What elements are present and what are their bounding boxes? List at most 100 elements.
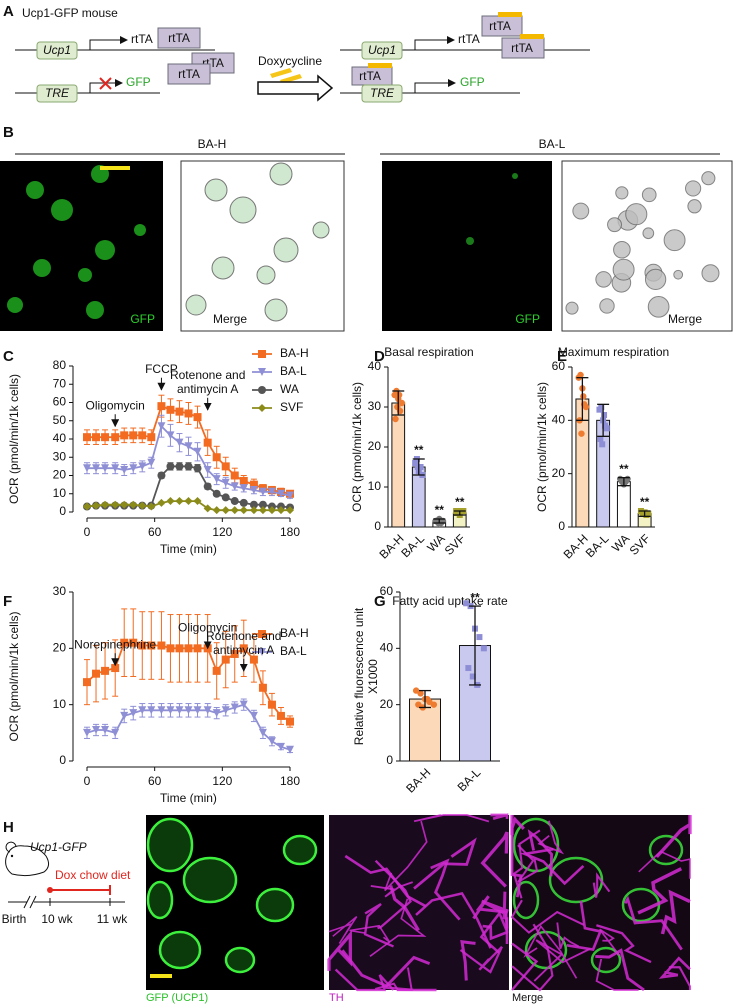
panel-h: Ucp1-GFP Dox chow diet Birth 10 wk 11 wk… xyxy=(2,813,692,1004)
data-point xyxy=(480,645,487,652)
cell-outline xyxy=(512,880,540,920)
gene-label: Ucp1 xyxy=(368,43,396,57)
nerve-fiber xyxy=(566,900,603,951)
cell xyxy=(78,268,92,282)
marker xyxy=(184,706,193,715)
marker xyxy=(267,506,276,515)
marker xyxy=(147,458,156,467)
marker xyxy=(111,664,120,673)
x-tick-label: 60 xyxy=(148,774,162,788)
y-tick-label: 80 xyxy=(53,358,67,372)
cell xyxy=(134,224,146,236)
legend-label: BA-L xyxy=(280,644,307,658)
annotation-label: Rotenone and xyxy=(170,368,245,382)
y-tick-label: 70 xyxy=(53,376,67,390)
marker xyxy=(157,641,166,650)
nerve-fiber xyxy=(460,939,476,981)
y-tick-label: 10 xyxy=(368,479,382,493)
nerve-fiber xyxy=(413,837,477,890)
marker xyxy=(120,466,129,475)
marker xyxy=(239,484,248,493)
dox-bound xyxy=(368,63,392,68)
marker xyxy=(249,655,258,664)
cell xyxy=(612,258,635,281)
rtta-label: rtTA xyxy=(131,32,153,46)
channel-label: GFP xyxy=(515,312,540,326)
marker xyxy=(157,498,166,507)
data-point xyxy=(469,673,476,680)
data-point xyxy=(398,399,406,407)
nerve-fiber xyxy=(511,923,554,992)
nerve-fiber xyxy=(537,820,565,855)
cell xyxy=(256,265,276,285)
panel-label: B xyxy=(3,124,14,141)
data-point xyxy=(601,412,608,418)
tre-label: TRE xyxy=(370,86,395,100)
marker xyxy=(258,350,266,358)
cell xyxy=(572,202,590,220)
channel-label: Merge xyxy=(213,312,247,326)
nerve-fiber xyxy=(512,829,541,899)
y-tick-label: 60 xyxy=(53,395,67,409)
x-axis-label: Time (min) xyxy=(160,542,217,556)
marker xyxy=(166,644,175,653)
promoter-arrow xyxy=(89,36,128,50)
panel-label: C xyxy=(3,348,14,365)
cell xyxy=(466,237,474,245)
y-tick-label: 0 xyxy=(59,504,66,518)
marker xyxy=(203,466,212,475)
marker xyxy=(258,386,266,394)
marker xyxy=(147,706,156,715)
data-point xyxy=(430,701,438,708)
data-point xyxy=(395,391,403,399)
marker xyxy=(203,438,212,447)
marker xyxy=(230,497,239,506)
marker xyxy=(276,711,285,720)
y-tick-label: 30 xyxy=(53,449,67,463)
data-point xyxy=(417,690,424,697)
gfp-label: GFP xyxy=(460,75,485,89)
mouse-icon xyxy=(5,841,50,877)
legend-label: WA xyxy=(280,382,299,396)
cell xyxy=(615,186,629,200)
marker xyxy=(230,471,239,480)
cell xyxy=(204,178,228,202)
data-point xyxy=(463,600,470,607)
data-point xyxy=(597,436,604,442)
annotation-label: antimycin A xyxy=(177,382,238,396)
cell-outline xyxy=(182,856,238,904)
marker xyxy=(286,717,294,726)
y-tick-label: 0 xyxy=(386,753,393,767)
nerve-fiber xyxy=(637,867,683,915)
marker xyxy=(286,745,294,754)
cell-outline xyxy=(146,817,194,873)
marker xyxy=(239,644,248,653)
doxycycline-icon xyxy=(270,68,302,84)
x-tick-label: BA-L xyxy=(583,531,612,560)
chart-title: Maximum respiration xyxy=(558,345,669,359)
nerve-fiber xyxy=(327,930,353,971)
nerve-fiber xyxy=(510,823,523,898)
x-tick-label: 0 xyxy=(84,525,91,539)
time-label: Birth xyxy=(2,912,27,926)
cell xyxy=(644,268,667,291)
marker xyxy=(221,706,230,715)
tre-box xyxy=(36,84,78,103)
mouse-eye xyxy=(10,854,14,858)
gene-box xyxy=(36,41,78,60)
cell xyxy=(595,271,612,288)
nerve-fiber xyxy=(334,968,395,992)
drug-label: Doxycycline xyxy=(258,54,322,68)
data-point xyxy=(582,403,590,411)
cell xyxy=(26,181,44,199)
marker xyxy=(193,447,202,456)
cell-outline xyxy=(224,946,256,974)
y-tick-label: 20 xyxy=(368,439,382,453)
panel-label: H xyxy=(3,819,14,836)
marker xyxy=(175,706,184,715)
marker xyxy=(129,709,138,718)
significance-label: ** xyxy=(640,495,650,509)
marker xyxy=(175,462,184,471)
y-axis-label: OCR (pmol/min/1k cells) xyxy=(7,611,21,741)
